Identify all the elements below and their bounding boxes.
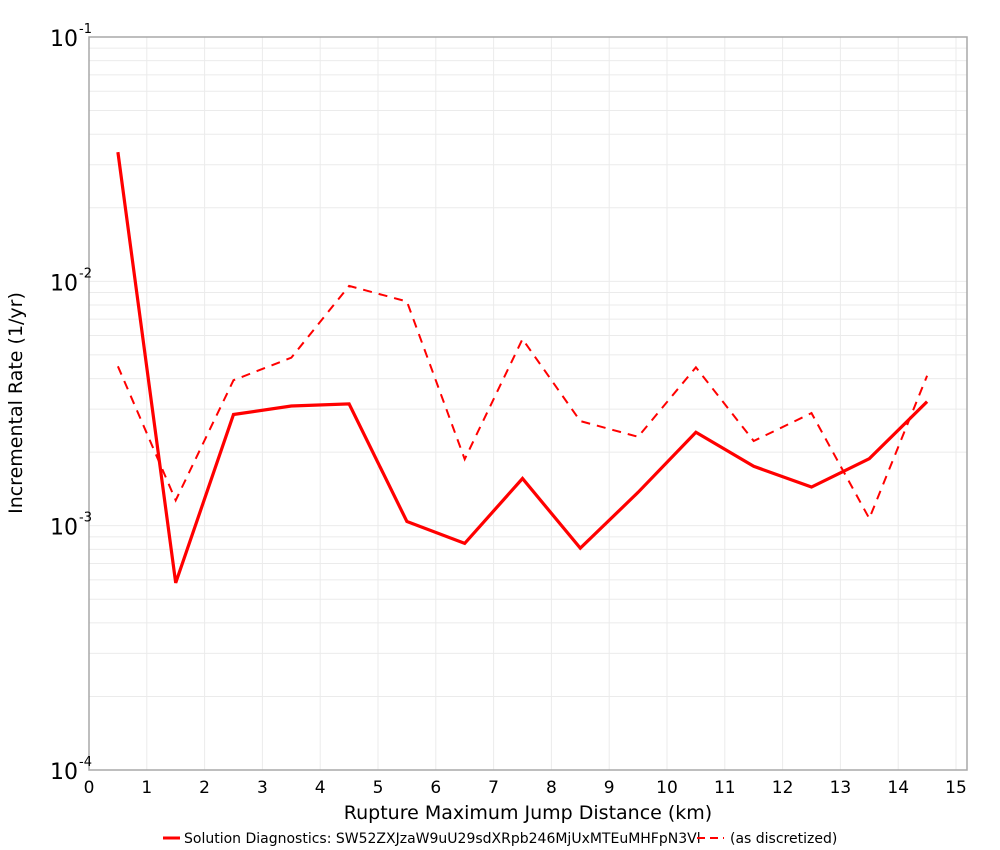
- x-tick-label: 3: [257, 778, 268, 798]
- grid-lines: [89, 37, 967, 770]
- x-tick-label: 7: [488, 778, 499, 798]
- legend: Solution Diagnostics: SW52ZXJzaW9uU29sdX…: [163, 831, 837, 847]
- x-tick-label: 0: [84, 778, 95, 798]
- series-lines: [116, 151, 929, 584]
- x-tick-label: 14: [887, 778, 909, 798]
- x-axis-label: Rupture Maximum Jump Distance (km): [344, 802, 712, 824]
- x-tick-label: 8: [546, 778, 557, 798]
- x-tick-label: 6: [430, 778, 441, 798]
- legend-label-discretized: (as discretized): [730, 831, 837, 847]
- x-tick-label: 4: [315, 778, 326, 798]
- legend-label-solution: Solution Diagnostics: SW52ZXJzaW9uU29sdX…: [184, 831, 701, 847]
- x-tick-label: 9: [604, 778, 615, 798]
- y-tick-label: 10-3: [50, 511, 92, 541]
- x-axis-ticks: 0 1 2 3 4 5 6 7 8 9 10 11 12 13 14 15: [84, 778, 967, 798]
- plot-area: [88, 36, 968, 771]
- x-tick-label: 13: [830, 778, 852, 798]
- x-tick-label: 1: [141, 778, 152, 798]
- x-tick-label: 15: [945, 778, 967, 798]
- x-tick-label: 11: [714, 778, 736, 798]
- x-tick-label: 12: [772, 778, 794, 798]
- y-tick-label: 10-2: [50, 266, 92, 296]
- x-tick-label: 2: [199, 778, 210, 798]
- series-line-solution: [116, 151, 929, 584]
- y-tick-label: 10-1: [50, 22, 92, 52]
- y-axis-ticks: 10-110-210-310-4: [50, 22, 92, 785]
- y-axis-label: Incremental Rate (1/yr): [5, 292, 27, 514]
- x-tick-label: 10: [656, 778, 678, 798]
- x-tick-label: 5: [373, 778, 384, 798]
